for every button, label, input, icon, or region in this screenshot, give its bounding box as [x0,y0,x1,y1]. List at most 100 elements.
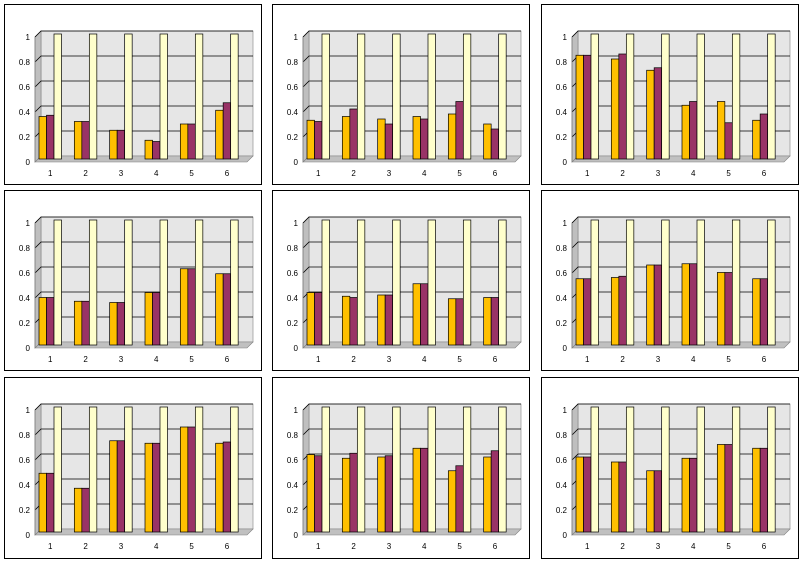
x-tick-label: 6 [762,169,767,178]
bar-series-a [483,456,492,533]
y-tick-label: 0.6 [287,83,299,92]
gridline [302,30,521,38]
bar-series-c [124,219,133,346]
bar-chart: 0 0.2 0.4 0.6 0.8 1 1 2 3 4 5 6 [556,30,791,178]
bar-series-a [179,268,189,346]
y-tick-label: 0.4 [287,108,299,117]
x-tick-label: 4 [422,542,427,551]
x-tick-label: 6 [225,542,230,551]
x-tick-label: 1 [585,355,590,364]
bar-series-a [377,118,386,160]
bar-series-b [583,456,592,533]
bar-series-a [144,139,153,160]
bar-series-c [194,219,204,346]
bar-series-a [483,297,492,346]
y-tick-label: 0 [294,158,299,167]
x-tick-label: 6 [225,169,230,178]
bar-series-a [306,454,315,533]
bar-series-a [646,264,655,346]
bar-series-a [109,302,118,346]
x-tick-label: 4 [422,355,427,364]
bar-series-b [46,114,55,160]
y-tick-label: 0.2 [19,133,31,142]
bar-series-a [681,263,690,346]
bar-series-c [53,219,62,346]
x-tick-label: 1 [316,542,321,551]
x-tick-label: 3 [387,169,392,178]
x-tick-label: 2 [351,355,356,364]
x-tick-label: 6 [493,355,498,364]
y-tick-label: 0.4 [287,481,299,490]
x-tick-label: 5 [457,355,462,364]
bar-series-b [490,450,500,533]
bar-series-c [590,33,599,160]
bar-series-c [767,219,776,346]
bar-series-c [696,33,705,160]
bar-series-b [187,426,196,533]
y-tick-label: 1 [563,406,568,415]
gridline [34,30,253,38]
y-tick-label: 0.6 [287,269,299,278]
x-tick-label: 6 [225,355,230,364]
x-tick-label: 2 [620,169,625,178]
x-tick-label: 2 [83,355,88,364]
x-tick-label: 3 [119,355,124,364]
x-tick-label: 3 [656,169,661,178]
x-tick-label: 5 [457,169,462,178]
gridline [34,241,253,249]
bar-series-a [447,298,457,346]
bar-series-c [462,33,472,160]
bar-series-a [38,297,47,346]
y-tick-label: 0.8 [287,58,299,67]
y-tick-label: 0.2 [556,319,568,328]
y-tick-label: 0.2 [287,133,299,142]
bar-series-b [455,101,464,160]
bar-series-c [321,33,330,160]
bar-series-b [81,300,90,346]
bar-series-c [462,406,472,533]
y-tick-label: 0.6 [556,456,568,465]
gridline [571,216,790,224]
gridline [302,291,521,299]
bar-series-b [152,292,161,346]
bar-series-b [759,447,769,533]
bar-series-b [152,141,161,160]
bar-series-a [447,470,457,533]
bar-series-a [179,426,189,533]
bar-series-b [420,283,429,346]
bar-series-b [384,123,394,160]
bar-series-b [455,298,464,346]
bar-series-c [88,406,98,533]
y-tick-label: 0.6 [19,456,31,465]
y-tick-label: 1 [563,33,568,42]
chart-panel-4: 0 0.2 0.4 0.6 0.8 1 1 2 3 4 5 6 [4,190,262,371]
bar-series-c [194,33,204,160]
bar-series-b [46,297,55,346]
y-tick-label: 0.2 [556,133,568,142]
gridline [302,55,521,63]
x-tick-label: 1 [48,542,53,551]
bar-series-b [116,302,126,346]
x-tick-label: 4 [691,169,696,178]
bar-series-a [610,58,620,160]
bar-series-a [109,129,118,160]
bar-series-a [646,69,655,160]
bar-series-c [661,33,670,160]
x-tick-label: 5 [726,169,731,178]
gridline [34,403,253,411]
bar-series-a [483,123,492,160]
x-tick-label: 2 [351,169,356,178]
bar-series-b [724,444,733,533]
bar-chart: 0 0.2 0.4 0.6 0.8 1 1 2 3 4 5 6 [556,403,791,551]
bar-series-c [356,33,366,160]
bar-series-c [53,33,62,160]
x-tick-label: 3 [656,542,661,551]
bar-series-a [681,457,690,533]
y-tick-label: 0.6 [287,456,299,465]
bar-series-b [81,121,90,160]
x-tick-label: 5 [189,542,194,551]
bar-series-b [490,297,500,346]
gridline [34,80,253,88]
bar-series-b [618,461,627,533]
bar-series-c [321,219,330,346]
